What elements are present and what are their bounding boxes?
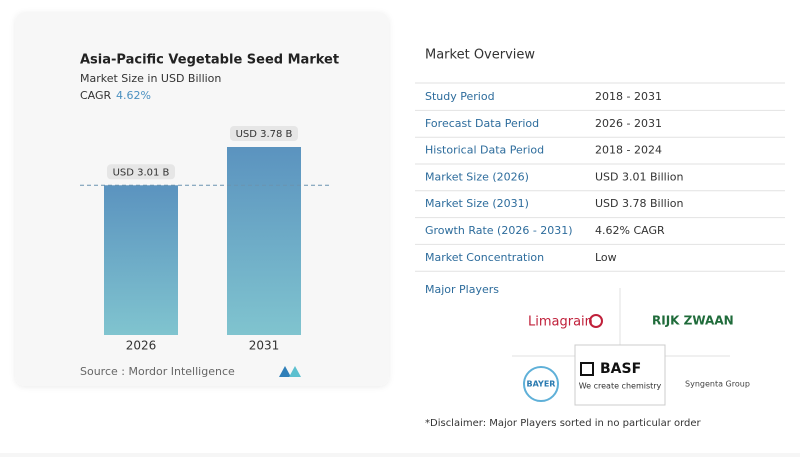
logo-grid (512, 288, 730, 406)
row-value: USD 3.78 Billion (595, 197, 683, 210)
row-value: USD 3.01 Billion (595, 170, 683, 183)
row-label: Market Concentration (425, 251, 544, 264)
logo-basf-tagline: We create chemistry (579, 382, 662, 391)
bar (104, 185, 178, 335)
overview-title: Market Overview (425, 48, 535, 63)
row-value: 2018 - 2031 (595, 90, 662, 103)
value-label-bg (107, 164, 175, 180)
chart-title: Asia-Pacific Vegetable Seed Market (80, 53, 339, 68)
logo-syngenta: Syngenta Group (685, 380, 750, 389)
row-label: Forecast Data Period (425, 117, 539, 130)
logo-limagrain: Limagrain (528, 315, 593, 330)
value-label: USD 3.01 B (113, 167, 170, 178)
row-value: 2018 - 2024 (595, 144, 662, 157)
disclaimer: *Disclaimer: Major Players sorted in no … (425, 418, 702, 429)
cagr-label: CAGR (80, 89, 112, 102)
chart-card (15, 12, 389, 386)
cagr-value: 4.62% (116, 89, 151, 102)
bar (227, 147, 301, 335)
row-value: 4.62% CAGR (595, 224, 665, 237)
x-tick-label: 2031 (249, 339, 280, 353)
x-tick-label: 2026 (126, 339, 157, 353)
row-label: Study Period (425, 90, 495, 103)
row-value: 2026 - 2031 (595, 117, 662, 130)
row-label: Market Size (2031) (425, 197, 529, 210)
chart-subtitle: Market Size in USD Billion (80, 72, 221, 85)
row-label: Historical Data Period (425, 144, 544, 157)
row-value: Low (595, 251, 617, 264)
row-label: Growth Rate (2026 - 2031) (425, 224, 573, 237)
logo-basf: BASF (600, 361, 641, 377)
logo-bayer: BAYER (527, 380, 556, 389)
players-title: Major Players (425, 283, 499, 296)
logo-rijk-zwaan: RIJK ZWAAN (652, 314, 734, 328)
source: Source : Mordor Intelligence (80, 365, 235, 378)
row-label: Market Size (2026) (425, 170, 529, 183)
value-label: USD 3.78 B (236, 129, 293, 140)
value-label-bg (230, 126, 298, 141)
source-logo (279, 366, 301, 377)
overview-table: Study Period 2018 - 2031 Forecast Data Per… (415, 82, 785, 272)
